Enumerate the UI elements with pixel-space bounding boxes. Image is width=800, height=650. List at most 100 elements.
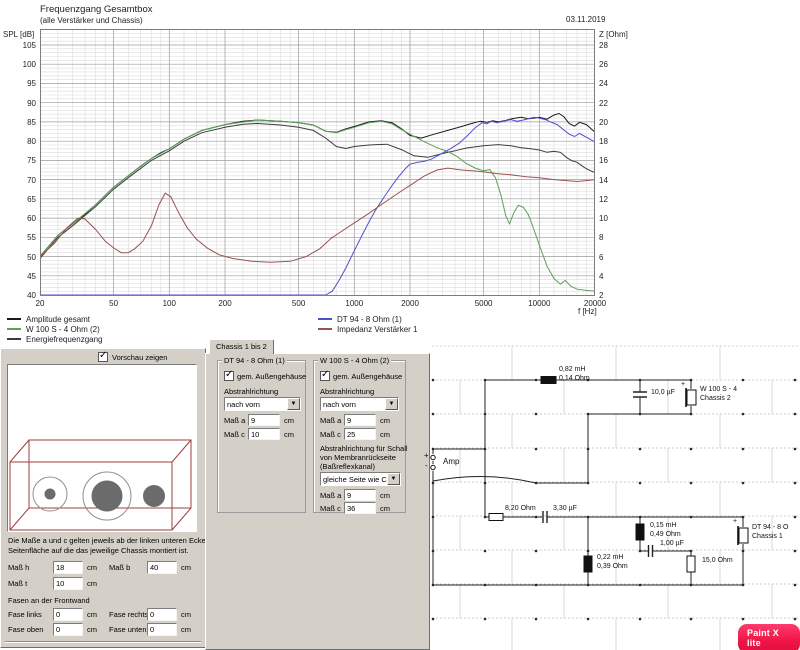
chevron-down-icon[interactable]: ▼ xyxy=(385,398,398,410)
chassis-panel: DT 94 - 8 Ohm (1) gem. Außengehäuse Abst… xyxy=(205,353,430,650)
fase-links-label: Fase links xyxy=(8,610,42,619)
mass-b-label: Maß b xyxy=(109,563,131,572)
w100s-rear-c-input[interactable] xyxy=(344,502,376,514)
series-amplitude-gesamt xyxy=(40,112,595,257)
legend-item-2-0: DT 94 - 8 Ohm (1) xyxy=(318,315,402,325)
legend-item-1-1: W 100 S - 4 Ohm (2) xyxy=(7,325,100,335)
inductor-l3 xyxy=(583,555,593,573)
w100s-direction-select[interactable]: nach vorn ▼ xyxy=(320,397,399,411)
w100s-gehaeuse-label: gem. Außengehäuse xyxy=(333,372,403,381)
frequency-response-plot xyxy=(40,29,595,296)
inductor-l1-value: 0,82 mH 0,14 Ohm xyxy=(559,366,590,382)
chart-subtitle: (alle Verstärker und Chassis) xyxy=(40,16,143,25)
fase-unten-input[interactable] xyxy=(147,623,177,636)
mass-b-input[interactable] xyxy=(147,561,177,574)
dt94-gehaeuse-checkbox[interactable] xyxy=(224,369,234,381)
w100s-mass-c-input[interactable] xyxy=(344,428,376,440)
w100s-mass-c-unit: cm xyxy=(380,430,390,439)
dt94-mass-c-unit: cm xyxy=(284,430,294,439)
group-w100s: W 100 S - 4 Ohm (2) gem. Außengehäuse Ab… xyxy=(313,356,408,514)
dimension-note-line2: Seitenfläche auf die das jeweilige Chass… xyxy=(8,546,189,555)
tweeter-circle xyxy=(44,488,56,500)
dt94-mass-a-label: Maß a xyxy=(224,416,246,425)
w100s-rear-select[interactable]: gleiche Seite wie Chassi ▼ xyxy=(320,472,401,486)
group-dt94: DT 94 - 8 Ohm (1) gem. Außengehäuse Abst… xyxy=(217,356,307,513)
fase-rechts-label: Fase rechts xyxy=(109,610,149,619)
chevron-down-icon[interactable]: ▼ xyxy=(387,473,400,485)
box-preview-canvas xyxy=(7,364,197,532)
capacitor-c3-value: 1,00 µF xyxy=(660,540,684,547)
legend-line-swatch xyxy=(7,327,21,330)
mass-t-input[interactable] xyxy=(53,577,83,590)
tab-chassis-1-bis-2[interactable]: Chassis 1 bis 2 xyxy=(209,339,274,354)
amp-label: Amp xyxy=(443,457,460,466)
w100s-rear-a-unit: cm xyxy=(380,491,390,500)
preview-checkbox[interactable] xyxy=(98,350,108,362)
resistor-r1 xyxy=(488,513,504,521)
legend-item-1-0: Amplitude gesamt xyxy=(7,315,90,325)
group-w100s-title: W 100 S - 4 Ohm (2) xyxy=(318,356,392,365)
spl-axis-label: SPL [dB] xyxy=(3,30,35,39)
mass-b-unit: cm xyxy=(181,563,191,572)
series-dt-94-8-ohm-1- xyxy=(40,116,595,296)
w100s-rear-label-2: von Membranrückseite xyxy=(320,453,396,462)
group-dt94-title: DT 94 - 8 Ohm (1) xyxy=(222,356,287,365)
inductor-l2-value: 0,15 mH 0,49 Ohm xyxy=(650,522,681,538)
speaker-chassis2-plus: + xyxy=(681,381,686,388)
series-impedanz-verst-rker-1 xyxy=(40,167,595,263)
mass-t-unit: cm xyxy=(87,579,97,588)
date-label: 03.11.2019 xyxy=(566,15,606,24)
dimension-note-line1: Die Maße a und c gelten jeweils ab der l… xyxy=(8,536,219,545)
dt94-gehaeuse-label: gem. Außengehäuse xyxy=(237,372,307,381)
inductor-l1 xyxy=(540,376,557,384)
mass-h-input[interactable] xyxy=(53,561,83,574)
w100s-mass-a-input[interactable] xyxy=(344,414,376,426)
speaker-chassis1-plus: + xyxy=(733,518,738,525)
fasen-title: Fasen an der Frontwand xyxy=(8,596,90,605)
capacitor-c1-value: 10,0 µF xyxy=(651,389,675,396)
amp-minus-sign: - xyxy=(425,461,428,470)
dt94-mass-a-input[interactable] xyxy=(248,414,280,426)
preview-checkbox-label: Vorschau zeigen xyxy=(112,353,168,362)
speaker-chassis2-label: W 100 S - 4 Chassis 2 xyxy=(700,386,737,402)
chevron-down-icon[interactable]: ▼ xyxy=(287,398,300,410)
dt94-direction-label: Abstrahlrichtung xyxy=(224,387,279,396)
w100s-rear-c-unit: cm xyxy=(380,504,390,513)
panel-divider xyxy=(5,641,201,643)
dt94-mass-a-unit: cm xyxy=(284,416,294,425)
mass-t-label: Maß t xyxy=(8,579,28,588)
crossover-circuit-diagram xyxy=(430,345,800,650)
w100s-rear-label-1: Abstrahlrichtung für Schall xyxy=(320,444,408,453)
fase-links-unit: cm xyxy=(87,610,97,619)
mass-h-unit: cm xyxy=(87,563,97,572)
amp-plus-sign: + xyxy=(424,451,429,460)
w100s-rear-label-3: (Baßreflexkanal) xyxy=(320,462,376,471)
fase-rechts-unit: cm xyxy=(181,610,191,619)
w100s-rear-a-label: Maß a xyxy=(320,491,342,500)
legend-line-swatch xyxy=(318,327,332,330)
fase-links-input[interactable] xyxy=(53,608,83,621)
dt94-mass-c-input[interactable] xyxy=(248,428,280,440)
legend-item-2-1: Impedanz Verstärker 1 xyxy=(318,325,417,335)
dt94-direction-select[interactable]: nach vorn ▼ xyxy=(224,397,301,411)
fase-unten-unit: cm xyxy=(181,625,191,634)
capacitor-c2-value: 3,30 µF xyxy=(553,505,577,512)
w100s-rear-a-input[interactable] xyxy=(344,489,376,501)
fase-oben-input[interactable] xyxy=(53,623,83,636)
w100s-gehaeuse-checkbox[interactable] xyxy=(320,369,330,381)
driver-circles xyxy=(32,471,165,521)
w100s-direction-label: Abstrahlrichtung xyxy=(320,387,375,396)
inductor-l2 xyxy=(635,523,645,541)
dt94-mass-c-label: Maß c xyxy=(224,430,245,439)
port-circle xyxy=(143,485,165,507)
fase-rechts-input[interactable] xyxy=(147,608,177,621)
legend-line-swatch xyxy=(318,317,332,320)
resistor-r2-value: 15,0 Ohm xyxy=(702,557,733,564)
amp-plus-terminal xyxy=(430,454,436,461)
w100s-mass-c-label: Maß c xyxy=(320,430,341,439)
z-axis-label: Z [Ohm] xyxy=(599,30,628,39)
series-w-100-s-4-ohm-2- xyxy=(40,119,595,292)
w100s-mass-a-label: Maß a xyxy=(320,416,342,425)
speaker-chassis1-label: DT 94 - 8 O Chassis 1 xyxy=(752,524,789,540)
